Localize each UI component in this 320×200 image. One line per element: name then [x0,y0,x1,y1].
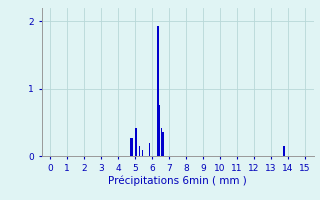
Bar [139,146,140,156]
Bar [163,132,164,156]
Bar [283,146,284,156]
Bar [132,138,133,156]
Bar [130,138,132,156]
Bar [135,128,137,156]
Bar [161,128,162,156]
Bar [142,150,143,156]
X-axis label: Précipitations 6min ( mm ): Précipitations 6min ( mm ) [108,175,247,186]
Bar [159,105,160,156]
Bar [157,26,159,156]
Bar [149,143,150,156]
